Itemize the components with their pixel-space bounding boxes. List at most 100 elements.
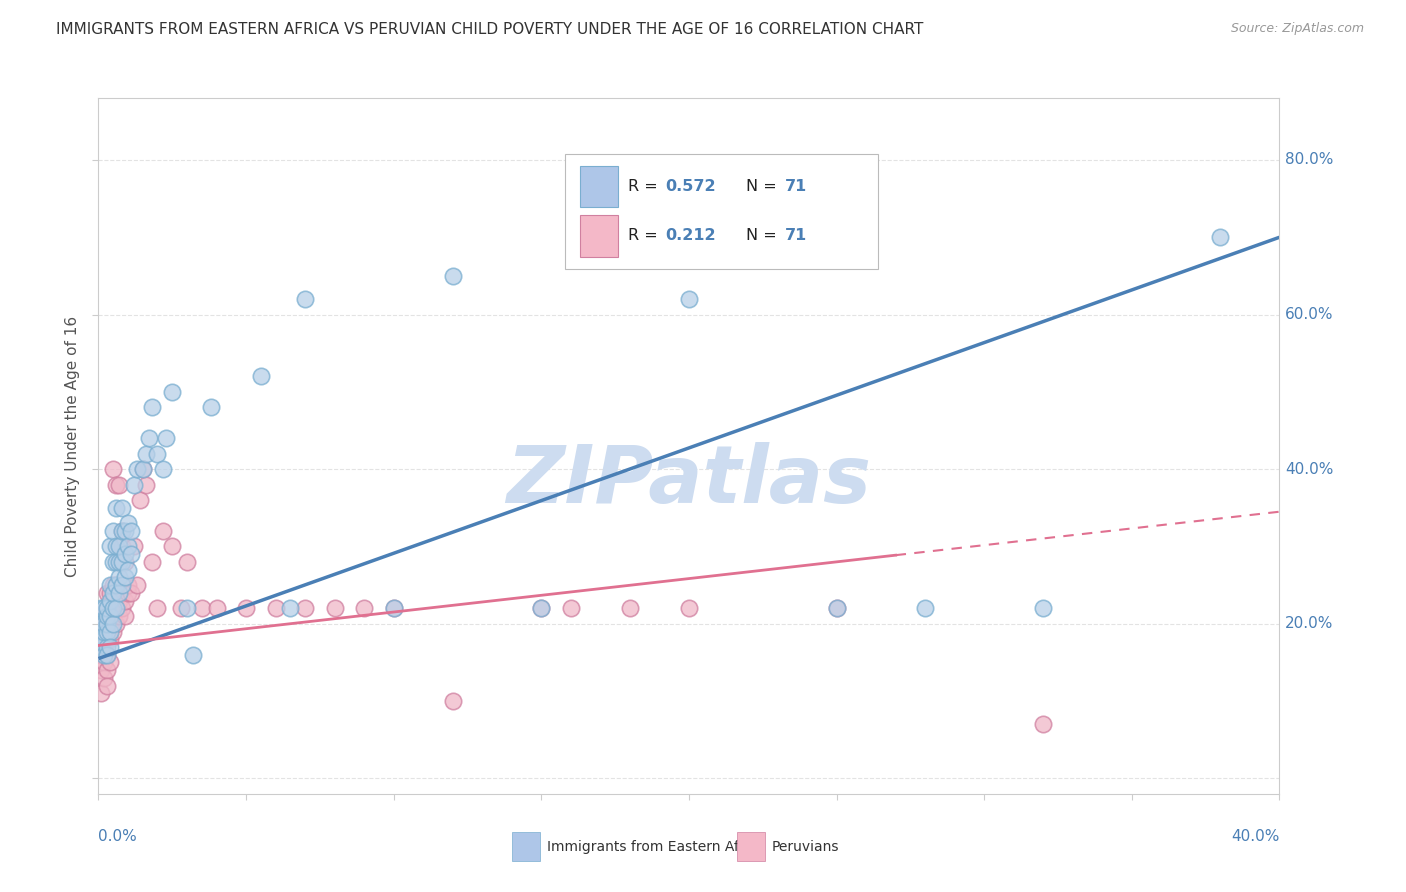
Point	[120, 524, 142, 538]
Text: Source: ZipAtlas.com: Source: ZipAtlas.com	[1230, 22, 1364, 36]
Point	[176, 555, 198, 569]
Text: IMMIGRANTS FROM EASTERN AFRICA VS PERUVIAN CHILD POVERTY UNDER THE AGE OF 16 COR: IMMIGRANTS FROM EASTERN AFRICA VS PERUVI…	[56, 22, 924, 37]
Point	[103, 524, 125, 538]
Point	[122, 477, 145, 491]
Point	[914, 601, 936, 615]
Point	[96, 624, 118, 639]
Point	[111, 578, 134, 592]
Point	[108, 555, 131, 569]
Point	[135, 447, 157, 461]
Point	[152, 524, 174, 538]
Point	[294, 292, 316, 306]
Point	[1032, 717, 1054, 731]
Point	[90, 640, 112, 654]
Point	[96, 616, 118, 631]
Point	[146, 601, 169, 615]
Point	[825, 601, 848, 615]
Point	[294, 601, 316, 615]
FancyBboxPatch shape	[565, 153, 877, 268]
Point	[108, 593, 131, 607]
Point	[105, 578, 128, 592]
Point	[235, 601, 257, 615]
Point	[128, 493, 150, 508]
Point	[135, 477, 157, 491]
Point	[103, 578, 125, 592]
Point	[96, 632, 118, 647]
Text: 0.572: 0.572	[665, 179, 716, 194]
Point	[103, 462, 125, 476]
Point	[93, 624, 115, 639]
Point	[96, 640, 118, 654]
FancyBboxPatch shape	[581, 166, 619, 207]
Point	[530, 601, 553, 615]
Point	[96, 616, 118, 631]
Point	[90, 686, 112, 700]
Point	[111, 601, 134, 615]
Point	[111, 540, 134, 554]
Point	[353, 601, 375, 615]
Point	[122, 540, 145, 554]
Text: ZIPatlas: ZIPatlas	[506, 442, 872, 520]
Point	[162, 384, 183, 399]
Point	[1032, 601, 1054, 615]
Point	[96, 679, 118, 693]
Point	[90, 616, 112, 631]
Point	[98, 609, 121, 624]
Point	[132, 462, 155, 476]
Point	[103, 555, 125, 569]
Point	[1209, 230, 1232, 244]
Point	[138, 431, 160, 445]
Point	[98, 586, 121, 600]
Point	[111, 586, 134, 600]
Point	[155, 431, 177, 445]
Point	[114, 570, 136, 584]
Point	[114, 593, 136, 607]
Point	[103, 609, 125, 624]
Point	[382, 601, 405, 615]
Point	[114, 547, 136, 561]
Text: R =: R =	[627, 179, 662, 194]
Point	[264, 601, 287, 615]
Point	[108, 586, 131, 600]
Point	[120, 586, 142, 600]
Text: 71: 71	[785, 228, 807, 244]
Point	[152, 462, 174, 476]
Point	[105, 500, 128, 515]
Point	[90, 624, 112, 639]
Text: Peruvians: Peruvians	[772, 839, 839, 854]
Point	[103, 593, 125, 607]
Point	[96, 586, 118, 600]
Text: 20.0%: 20.0%	[1285, 616, 1334, 632]
Point	[98, 540, 121, 554]
Point	[170, 601, 193, 615]
Text: 0.0%: 0.0%	[98, 829, 138, 844]
Point	[98, 632, 121, 647]
Point	[98, 601, 121, 615]
Point	[114, 555, 136, 569]
Point	[103, 616, 125, 631]
Point	[105, 578, 128, 592]
Point	[105, 601, 128, 615]
Point	[108, 609, 131, 624]
Point	[678, 601, 700, 615]
Point	[105, 540, 128, 554]
Point	[90, 601, 112, 615]
FancyBboxPatch shape	[581, 216, 619, 257]
Point	[103, 624, 125, 639]
Point	[93, 648, 115, 662]
Point	[108, 540, 131, 554]
Point	[560, 601, 582, 615]
Point	[117, 578, 139, 592]
Point	[619, 601, 641, 615]
Point	[93, 601, 115, 615]
Point	[90, 648, 112, 662]
Point	[141, 555, 163, 569]
Point	[678, 292, 700, 306]
Point	[98, 578, 121, 592]
Point	[114, 524, 136, 538]
Text: 80.0%: 80.0%	[1285, 153, 1334, 168]
Point	[98, 656, 121, 670]
Point	[111, 524, 134, 538]
Point	[323, 601, 346, 615]
Point	[125, 578, 148, 592]
